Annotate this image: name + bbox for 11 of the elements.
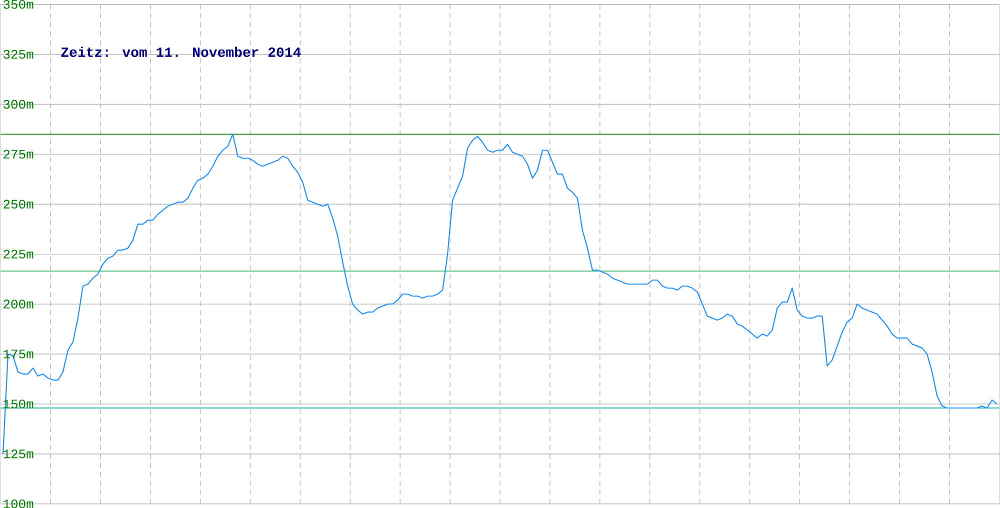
y-tick-label: 175m	[4, 350, 34, 358]
y-tick-label: 200m	[4, 300, 34, 308]
y-tick-label: 350m	[4, 0, 34, 9]
y-tick-label: 275m	[4, 150, 34, 158]
y-tick-label: 225m	[4, 250, 34, 258]
text: Zeitz: vom 11. November 2014	[61, 46, 301, 57]
y-tick-label: 100m	[4, 499, 34, 508]
y-tick-label: 300m	[4, 100, 34, 109]
y-tick-label: 325m	[4, 50, 34, 59]
y-tick-label: 250m	[4, 200, 34, 208]
y-tick-label: 125m	[4, 449, 34, 458]
